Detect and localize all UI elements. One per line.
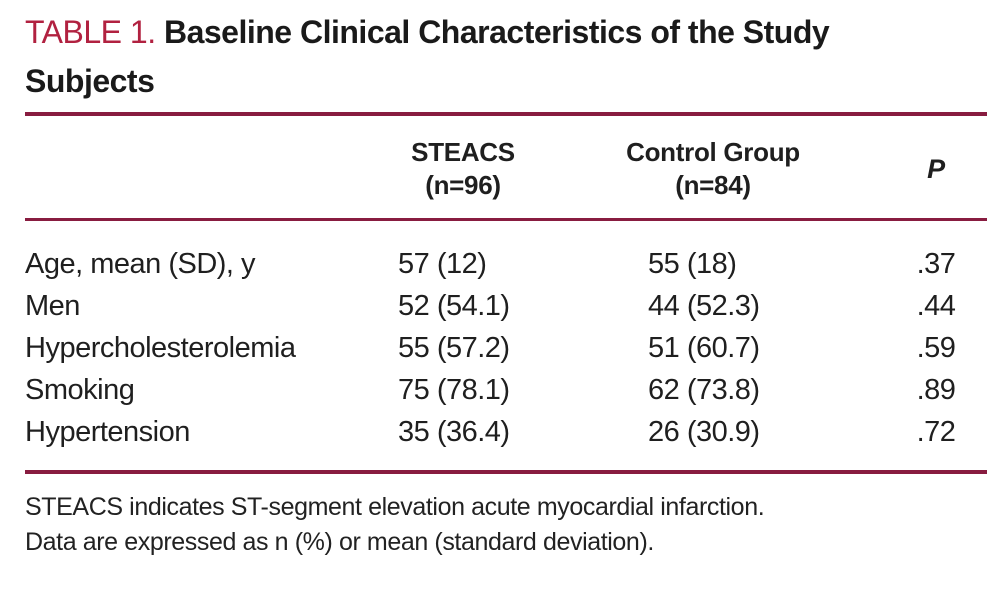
control-value-cell: 62 (73.8): [541, 369, 885, 411]
steacs-value-cell: 57 (12): [385, 243, 541, 285]
table-row: Men 52 (54.1) 44 (52.3) .44: [25, 285, 987, 327]
row-label: Hypertension: [25, 416, 190, 448]
header-control-group: Control Group (n=84): [541, 136, 885, 202]
footnote-line-2: Data are expressed as n (%) or mean (sta…: [25, 528, 654, 556]
steacs-value: 35 (36.4): [398, 416, 510, 448]
p-value: .37: [916, 248, 956, 280]
table-number: TABLE 1.: [25, 14, 156, 50]
steacs-value-cell: 35 (36.4): [385, 411, 541, 453]
steacs-value: 75 (78.1): [398, 374, 510, 406]
header-divider-rule: [25, 218, 987, 221]
control-value-cell: 55 (18): [541, 243, 885, 285]
control-value: 26 (30.9): [648, 416, 760, 448]
row-label: Men: [25, 290, 80, 322]
footnote-line-1: STEACS indicates ST-segment elevation ac…: [25, 493, 765, 521]
header-p-value: P: [927, 153, 945, 184]
steacs-value: 55 (57.2): [398, 332, 510, 364]
p-value: .44: [916, 290, 956, 322]
table-body: Age, mean (SD), y 57 (12) 55 (18) .37 Me…: [25, 221, 987, 470]
p-value: .89: [916, 374, 956, 406]
table-row: Age, mean (SD), y 57 (12) 55 (18) .37: [25, 243, 987, 285]
header-control-line2: (n=84): [675, 170, 751, 200]
control-value-cell: 44 (52.3): [541, 285, 885, 327]
top-rule: [25, 112, 987, 116]
table-caption: Baseline Clinical Characteristics of the…: [25, 14, 830, 99]
table-row: Smoking 75 (78.1) 62 (73.8) .89: [25, 369, 987, 411]
control-value: 51 (60.7): [648, 332, 760, 364]
control-value: 62 (73.8): [648, 374, 760, 406]
steacs-value: 57 (12): [398, 248, 487, 280]
control-value-cell: 26 (30.9): [541, 411, 885, 453]
steacs-value-cell: 75 (78.1): [385, 369, 541, 411]
control-value-cell: 51 (60.7): [541, 327, 885, 369]
table-row: Hypertension 35 (36.4) 26 (30.9) .72: [25, 411, 987, 453]
control-value: 44 (52.3): [648, 290, 760, 322]
header-steacs-line1: STEACS: [411, 137, 515, 167]
p-value: .59: [916, 332, 956, 364]
bottom-rule: [25, 470, 987, 474]
header-control-line1: Control Group: [626, 137, 800, 167]
row-label: Smoking: [25, 374, 135, 406]
steacs-value-cell: 55 (57.2): [385, 327, 541, 369]
p-value: .72: [916, 416, 956, 448]
header-steacs: STEACS (n=96): [385, 136, 541, 202]
header-steacs-line2: (n=96): [425, 170, 501, 200]
row-label: Hypercholesterolemia: [25, 332, 296, 364]
table-header-row: STEACS (n=96) Control Group (n=84) P: [25, 116, 987, 218]
table-title: TABLE 1. Baseline Clinical Characteristi…: [25, 0, 905, 106]
table-row: Hypercholesterolemia 55 (57.2) 51 (60.7)…: [25, 327, 987, 369]
steacs-value-cell: 52 (54.1): [385, 285, 541, 327]
row-label: Age, mean (SD), y: [25, 248, 256, 280]
table-footnote: STEACS indicates ST-segment elevation ac…: [25, 474, 987, 560]
steacs-value: 52 (54.1): [398, 290, 510, 322]
control-value: 55 (18): [648, 248, 737, 280]
